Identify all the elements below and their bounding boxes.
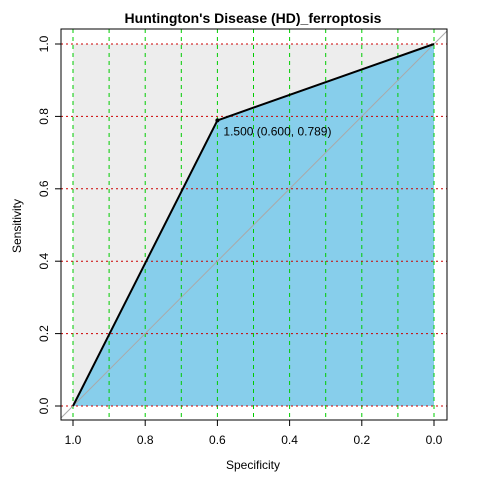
x-tick-label: 0.0	[426, 433, 443, 447]
chart-title: Huntington's Disease (HD)_ferroptosis	[125, 10, 382, 26]
x-tick-label: 1.0	[65, 433, 82, 447]
threshold-annotation: 1.500 (0.600, 0.789)	[223, 124, 331, 138]
y-axis-title: Sensitivity	[10, 199, 24, 253]
y-tick-label: 0.6	[37, 180, 51, 197]
y-tick-label: 0.4	[37, 253, 51, 270]
y-tick-label: 0.2	[37, 325, 51, 342]
x-tick-label: 0.2	[353, 433, 370, 447]
x-axis-title: Specificity	[226, 458, 280, 472]
x-tick-label: 0.8	[137, 433, 154, 447]
plot-frame	[60, 28, 448, 421]
x-tick-label: 0.6	[209, 433, 226, 447]
x-tick-label: 0.4	[281, 433, 298, 447]
y-tick-label: 1.0	[37, 35, 51, 52]
threshold-point	[215, 118, 220, 123]
y-tick-label: 0.8	[37, 108, 51, 125]
y-tick-label: 0.0	[37, 397, 51, 414]
reference-diagonal	[60, 30, 448, 419]
